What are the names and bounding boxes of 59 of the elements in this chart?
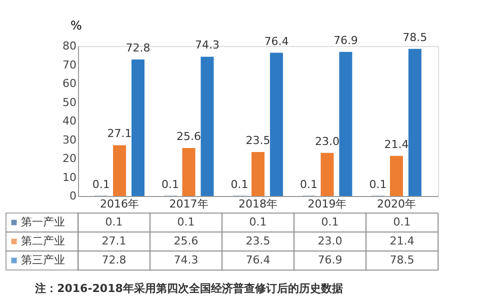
y-tick-label: 80 (62, 40, 76, 52)
data-label: 0.1 (105, 216, 123, 228)
legend-label: 第三产业 (21, 254, 65, 266)
data-label: 21.4 (390, 234, 414, 248)
text: 25.6 (176, 130, 202, 143)
bar (113, 145, 126, 196)
y-axis-title: % (70, 18, 82, 32)
legend-label: 第二产业 (21, 234, 65, 248)
data-label: 0.1 (177, 216, 195, 228)
data-label: 78.5 (390, 254, 414, 266)
text: 23.0 (314, 134, 340, 148)
bar (132, 60, 144, 196)
y-tick-label: 60 (62, 77, 76, 90)
data-label: 0.1 (249, 216, 267, 228)
text: 74.3 (194, 38, 220, 52)
legend-label: 第一产业 (21, 216, 65, 228)
x-tick-label: 2019年 (308, 198, 347, 210)
text: 76.4 (264, 34, 289, 48)
bar (390, 156, 403, 196)
text: 21.4 (384, 138, 409, 151)
text: 0.1 (300, 178, 318, 191)
bar (182, 148, 196, 196)
y-tick-label: 50 (62, 96, 76, 109)
data-label: 72.8 (102, 254, 126, 266)
text: 0.1 (162, 178, 180, 191)
text: 0.1 (369, 178, 387, 191)
y-tick-label: 30 (62, 133, 76, 146)
y-tick-label: 0 (70, 190, 76, 202)
bar (408, 48, 422, 196)
x-tick-label: 2016年 (100, 198, 140, 210)
data-label: 25.6 (174, 234, 198, 248)
bar (252, 152, 264, 196)
text: 27.1 (107, 127, 132, 140)
text: 78.5 (402, 30, 428, 44)
y-tick-label: 40 (62, 114, 76, 128)
text: 76.9 (333, 34, 358, 47)
x-tick-label: 2017年 (169, 198, 208, 210)
text: 注：2016-2018年采用第四次全国经济普查修订后的历史数据 (34, 282, 343, 295)
bar (200, 56, 214, 196)
data-label: 27.1 (102, 234, 126, 248)
x-tick-label: 2020年 (376, 198, 416, 210)
data-label: 23.0 (318, 234, 342, 248)
y-tick-label: 20 (62, 152, 76, 165)
text: 23.5 (246, 134, 270, 147)
bar (339, 52, 352, 196)
x-tick-label: 2018年 (238, 198, 278, 210)
data-label: 23.5 (246, 234, 270, 248)
text: 0.1 (230, 178, 248, 191)
data-label: 0.1 (393, 216, 411, 228)
data-label: 76.9 (318, 254, 342, 266)
y-tick-label: 10 (62, 170, 76, 184)
text: 72.8 (126, 42, 150, 54)
data-label: 76.4 (246, 254, 270, 266)
text: 0.1 (92, 178, 110, 191)
bar (270, 52, 283, 196)
y-tick-label: 70 (62, 58, 76, 72)
data-label: 0.1 (321, 216, 339, 228)
data-label: 74.3 (174, 254, 198, 266)
bar (320, 152, 334, 196)
